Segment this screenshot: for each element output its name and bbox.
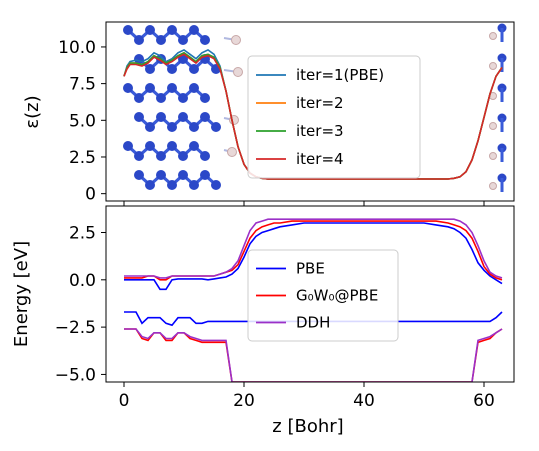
atom [211,180,221,190]
atomic-structure-overlay [123,23,507,192]
atom [189,64,199,74]
atom [145,122,155,132]
atom [178,151,188,161]
top-ytick-label: 0 [85,185,96,205]
hydrogen-atom [233,67,243,77]
bottom-axes-frame [105,205,515,383]
energy-series-group [124,218,503,382]
atom [134,151,144,161]
energy-line-5 [124,218,503,279]
atom [189,141,199,151]
top-ytick-label: 7.5 [69,75,96,95]
hydrogen-atom [227,147,237,157]
top-ytick-label: 10.0 [58,38,96,58]
atom [167,122,177,132]
atom [200,170,210,180]
atom [200,112,210,122]
hydrogen-atom [489,122,497,130]
top-x-ticks [123,201,485,206]
atom [167,25,177,35]
atom [178,93,188,103]
atom [167,180,177,190]
bottom-legend: PBE G₀W₀@PBE DDH [247,249,399,342]
epsilon-series-group [123,48,503,180]
bottom-x-ticks: 0 20 40 60 [119,382,495,411]
atom [145,83,155,93]
bottom-xtick-label: 20 [233,391,255,411]
energy-line-6 [124,328,503,382]
top-panel: 02.55.07.510.0 ε(z) iter=1(PBE)iter=2ite… [22,21,515,206]
atom [211,122,221,132]
top-axes-frame [105,21,515,202]
hydrogen-atom [489,32,497,40]
top-legend-label: iter=3 [296,122,344,140]
bottom-legend-label: DDH [296,314,330,332]
atom [200,35,210,45]
top-ytick-label: 2.5 [69,148,96,168]
hydrogen-atom [489,62,497,70]
atom [200,151,210,161]
atom [156,112,166,122]
top-ytick-label: 5.0 [69,111,96,131]
bottom-legend-box [247,249,399,342]
bottom-y-ticks: −5.0 −2.5 0.0 2.5 [55,223,106,385]
atom [156,35,166,45]
top-legend-label: iter=4 [296,150,344,168]
top-y-ticks: 0 2.5 5.0 7.5 10.0 [58,38,106,205]
top-legend-label: iter=1(PBE) [296,66,384,84]
atom [123,83,133,93]
top-legend: iter=1(PBE) iter=2 iter=3 iter=4 [247,55,421,179]
atom [189,83,199,93]
atom [145,64,155,74]
atom [134,93,144,103]
bottom-y-axis-label: Energy [eV] [11,241,32,347]
atom [156,93,166,103]
bottom-ytick-label: −2.5 [55,318,96,338]
atom [145,141,155,151]
atom [156,151,166,161]
energy-line-1 [124,222,503,291]
bottom-panel: −5.0 −2.5 0.0 2.5 0 20 40 60 Energy [eV] z [Bo… [11,205,515,437]
energy-line-3 [124,220,503,281]
atom [134,112,144,122]
atom [189,180,199,190]
atom [123,141,133,151]
atom [178,170,188,180]
hydrogen-atom [489,152,497,160]
hydrogen-atom [489,182,497,190]
atom [134,170,144,180]
bottom-xtick-label: 60 [473,391,495,411]
top-y-axis-label: ε(z) [22,95,43,128]
atom [200,93,210,103]
bottom-ytick-label: −5.0 [55,365,96,385]
atom [145,25,155,35]
atom [189,122,199,132]
atom [123,25,133,35]
atom [178,35,188,45]
bottom-legend-label: PBE [296,260,325,278]
series-line-4 [123,53,503,180]
energy-line-2 [124,311,503,327]
atom [178,112,188,122]
bottom-legend-label: G₀W₀@PBE [296,287,378,305]
atom [134,35,144,45]
bottom-xtick-label: 0 [119,391,130,411]
atom [167,64,177,74]
bottom-ytick-label: 2.5 [69,223,96,243]
atom [145,180,155,190]
bottom-xtick-label: 40 [353,391,375,411]
bottom-ytick-label: 0.0 [69,271,96,291]
atom [156,170,166,180]
top-legend-label: iter=2 [296,94,344,112]
hydrogen-atom [231,35,241,45]
atom [167,83,177,93]
atom [167,141,177,151]
top-legend-box [247,55,421,179]
atom [189,25,199,35]
x-axis-label: z [Bohr] [272,416,343,437]
